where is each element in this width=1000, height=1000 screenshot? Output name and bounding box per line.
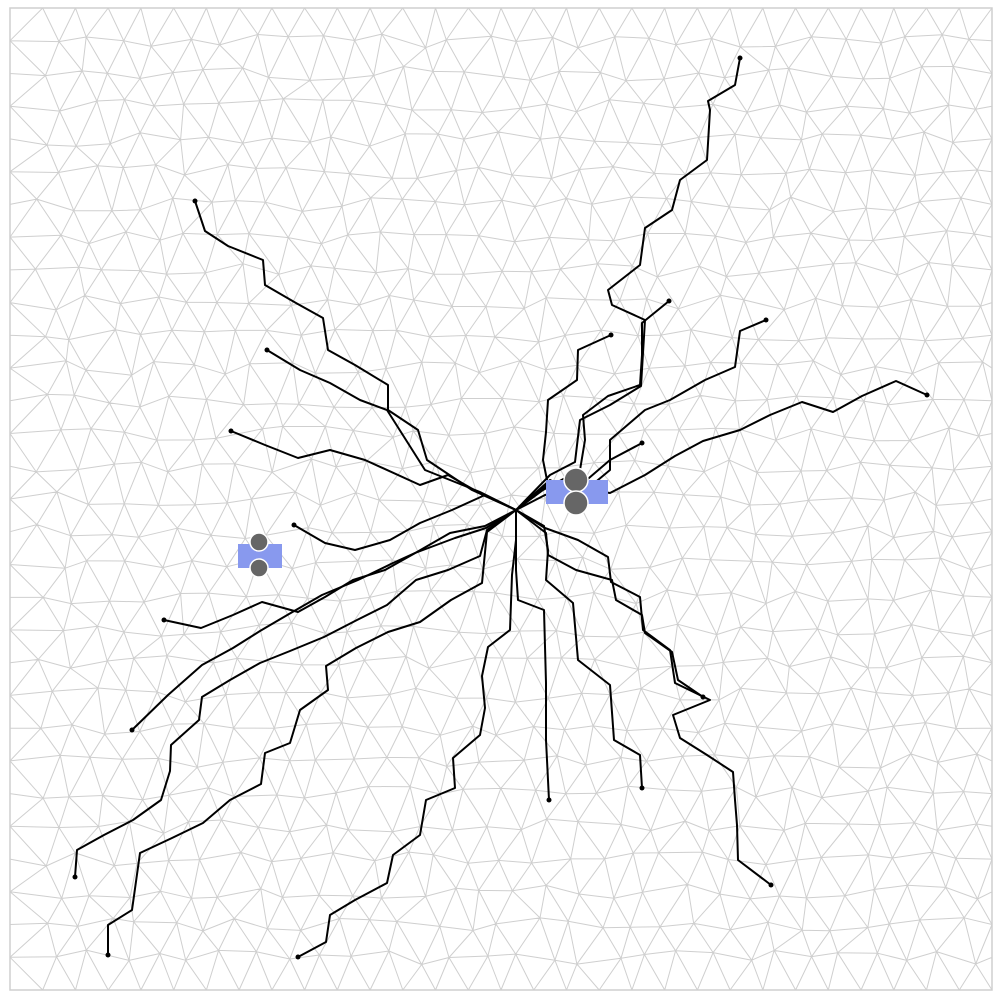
mesh-border — [9, 7, 993, 991]
route-path-4 — [293, 494, 517, 551]
route-path-6 — [131, 509, 517, 731]
route-endpoint-15 — [666, 298, 672, 304]
route-endpoint-11 — [639, 785, 645, 791]
route-endpoint-16 — [639, 440, 645, 446]
route-endpoint-17 — [737, 55, 743, 61]
route-path-7 — [74, 509, 517, 878]
route-path-12 — [515, 509, 704, 698]
triangular-mesh — [9, 7, 993, 991]
station-left-node-2 — [249, 558, 269, 578]
route-endpoint-7 — [72, 874, 78, 880]
route-endpoint-5 — [161, 617, 167, 623]
route-endpoint-13 — [768, 882, 774, 888]
route-endpoint-18 — [763, 317, 769, 323]
station-right-node-2 — [563, 490, 589, 516]
station-left-node-1 — [249, 532, 269, 552]
route-endpoint-14 — [608, 332, 614, 338]
route-path-10 — [515, 509, 550, 801]
route-endpoint-2 — [264, 347, 270, 353]
route-endpoint-8 — [105, 952, 111, 958]
route-path-3 — [230, 430, 517, 511]
route-path-17 — [515, 57, 741, 511]
route-endpoint-6 — [129, 727, 135, 733]
station-right-node-1 — [563, 467, 589, 493]
route-endpoint-9 — [295, 954, 301, 960]
route-endpoint-10 — [546, 797, 552, 803]
route-path-1 — [194, 200, 517, 511]
route-path-8 — [107, 509, 517, 956]
station-left — [238, 532, 282, 578]
route-endpoint-19 — [924, 392, 930, 398]
route-path-9 — [297, 509, 517, 958]
route-path-13 — [515, 509, 772, 886]
route-endpoint-3 — [228, 428, 234, 434]
route-endpoint-1 — [192, 198, 198, 204]
stations — [238, 467, 608, 578]
station-right — [546, 467, 608, 516]
route-endpoint-4 — [291, 522, 297, 528]
